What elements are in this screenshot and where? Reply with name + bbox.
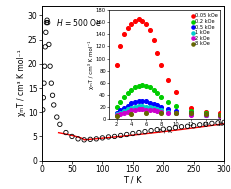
X-axis label: T / K: T / K: [124, 175, 142, 184]
Point: [43, 45, 47, 48]
Point: [58, 123, 62, 126]
Point: [125, 133, 129, 136]
Point: [76, 137, 80, 140]
Point: [55, 115, 59, 119]
Point: [186, 125, 189, 128]
Point: [192, 124, 195, 127]
Point: [41, 108, 45, 111]
Point: [198, 123, 202, 126]
Point: [210, 122, 214, 125]
Point: [137, 131, 141, 134]
Point: [113, 135, 116, 138]
Text: $\it{H}$ = 500 Oe: $\it{H}$ = 500 Oe: [56, 16, 102, 28]
Point: [173, 126, 177, 129]
Point: [216, 121, 220, 124]
Point: [42, 96, 45, 99]
Point: [222, 121, 226, 124]
Point: [52, 103, 56, 106]
Point: [48, 65, 52, 68]
Point: [100, 136, 104, 139]
Point: [204, 123, 208, 126]
Point: [119, 134, 122, 137]
Point: [42, 82, 46, 85]
Point: [143, 130, 147, 133]
Point: [44, 31, 48, 34]
Y-axis label: χₘT / cm³ K mol⁻¹: χₘT / cm³ K mol⁻¹: [17, 50, 26, 116]
Point: [94, 137, 98, 140]
Point: [82, 138, 86, 141]
Point: [46, 21, 49, 24]
Point: [161, 128, 165, 131]
Point: [155, 128, 159, 131]
Point: [45, 21, 48, 24]
Point: [180, 125, 183, 128]
Point: [49, 82, 53, 85]
Point: [51, 94, 54, 97]
Point: [43, 65, 46, 68]
Point: [149, 129, 153, 132]
Point: [64, 131, 68, 134]
Point: [107, 135, 110, 138]
Point: [131, 132, 135, 135]
Point: [45, 19, 49, 22]
Point: [88, 138, 92, 141]
Point: [47, 43, 51, 46]
Point: [70, 135, 74, 138]
Point: [167, 127, 171, 130]
